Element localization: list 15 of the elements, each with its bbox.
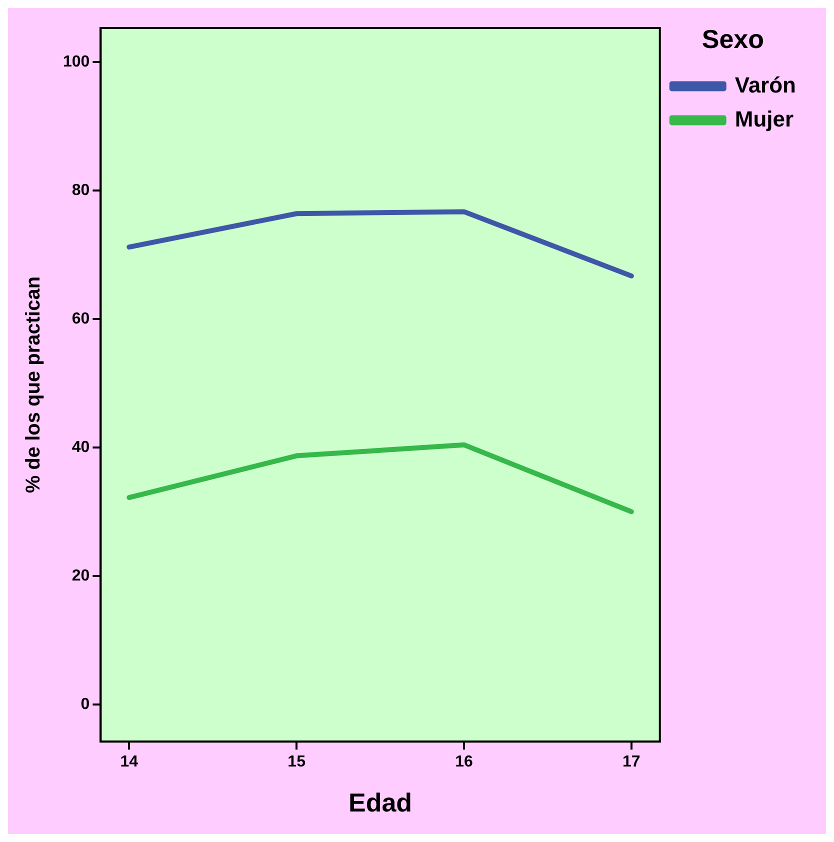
x-tick-label: 16 <box>455 754 473 771</box>
x-tick-label: 15 <box>288 754 306 771</box>
legend-title: Sexo <box>702 24 764 54</box>
y-axis-title: % de los que practican <box>22 276 45 494</box>
y-tick-label: 60 <box>72 310 90 328</box>
y-tick-label: 40 <box>72 438 90 456</box>
y-tick-label: 0 <box>80 696 90 713</box>
y-tick-label: 20 <box>72 567 90 584</box>
y-tick-label: 80 <box>72 182 90 199</box>
legend-label: Varón <box>734 72 796 98</box>
x-axis-title: Edad <box>348 788 412 818</box>
x-tick-label: 17 <box>622 754 640 771</box>
y-tick-label: 100 <box>62 53 90 70</box>
x-tick-label: 14 <box>120 754 138 771</box>
legend-label: Mujer <box>734 106 794 132</box>
